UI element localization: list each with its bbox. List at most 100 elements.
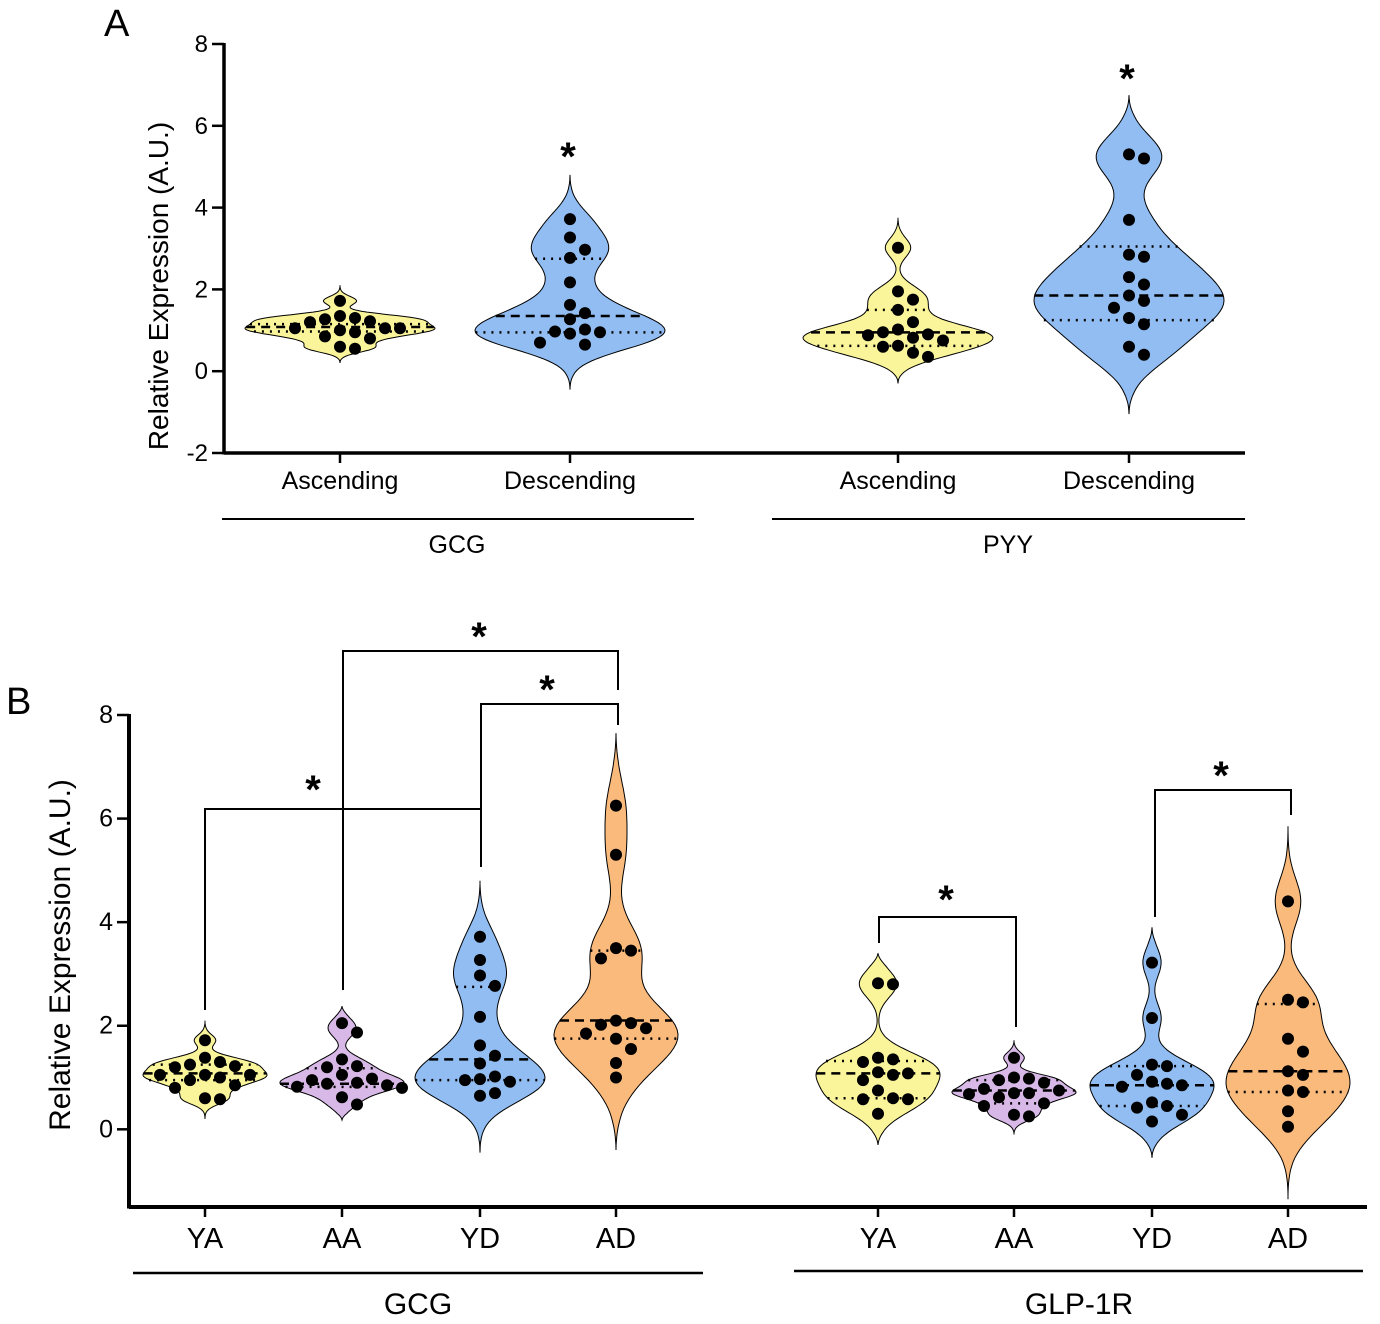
- data-point: [595, 1018, 607, 1031]
- data-point: [1138, 278, 1150, 291]
- comparison-bracket: [342, 650, 619, 990]
- data-point: [579, 338, 591, 351]
- panel-a-group-label-pyy: PYY: [983, 531, 1033, 559]
- data-point: [336, 1068, 348, 1081]
- data-point: [564, 276, 576, 289]
- y-tick-label: 2: [195, 276, 208, 303]
- data-point: [610, 1014, 622, 1027]
- y-tick-label: 0: [195, 358, 208, 385]
- data-point: [564, 251, 576, 264]
- violin-body: [1089, 927, 1215, 1158]
- data-point: [610, 1057, 622, 1069]
- data-point: [1138, 250, 1150, 263]
- panel-b-category-label: YA: [860, 1223, 897, 1255]
- data-point: [857, 1074, 869, 1087]
- data-point: [1131, 1101, 1143, 1114]
- data-point: [169, 1081, 181, 1094]
- significance-star: *: [1213, 754, 1229, 798]
- data-point: [349, 312, 361, 324]
- data-point: [887, 978, 899, 991]
- data-point: [1146, 1075, 1158, 1088]
- data-point: [351, 1076, 363, 1089]
- data-point: [1161, 1100, 1173, 1112]
- panel-a-y-axis-label: Relative Expression (A.U.): [143, 122, 174, 450]
- y-tick-label: 2: [99, 1012, 113, 1040]
- data-point: [907, 346, 919, 359]
- data-point: [229, 1060, 241, 1073]
- data-point: [907, 293, 919, 306]
- data-point: [379, 322, 391, 335]
- y-tick-label: 4: [99, 908, 113, 936]
- data-point: [474, 1010, 486, 1023]
- comparison-bracket: [480, 703, 619, 864]
- data-point: [1282, 1084, 1294, 1097]
- data-point: [892, 241, 904, 254]
- data-point: [1146, 1012, 1158, 1024]
- data-point: [1282, 1105, 1294, 1118]
- data-point: [877, 340, 889, 353]
- data-point: [474, 969, 486, 982]
- data-point: [474, 954, 486, 966]
- significance-star: *: [539, 668, 555, 712]
- data-point: [892, 323, 904, 336]
- data-point: [1138, 294, 1150, 307]
- data-point: [857, 1093, 869, 1106]
- significance-star: *: [1119, 57, 1135, 101]
- y-tick-label: 6: [99, 805, 113, 833]
- data-point: [993, 1074, 1005, 1087]
- data-point: [381, 1079, 393, 1092]
- significance-star: *: [471, 615, 487, 659]
- data-point: [892, 339, 904, 352]
- data-point: [1123, 148, 1135, 161]
- comparison-bracket: [1154, 789, 1292, 917]
- data-point: [625, 1043, 637, 1055]
- data-point: [1053, 1084, 1065, 1097]
- panel-b-group-label-gcg: GCG: [384, 1288, 452, 1321]
- data-point: [1146, 1115, 1158, 1128]
- data-point: [872, 1066, 884, 1079]
- data-point: [199, 1051, 211, 1064]
- data-point: [579, 307, 591, 320]
- data-point: [489, 1070, 501, 1083]
- panel-label-b: B: [6, 681, 31, 723]
- data-point: [321, 1077, 333, 1090]
- panel-b-category-label: AA: [995, 1223, 1034, 1255]
- data-point: [1131, 1068, 1143, 1081]
- data-point: [351, 1060, 363, 1073]
- data-point: [1123, 213, 1135, 226]
- data-point: [199, 1092, 211, 1105]
- data-point: [319, 313, 331, 326]
- data-point: [1282, 1120, 1294, 1133]
- data-point: [610, 942, 622, 955]
- data-point: [1176, 1079, 1188, 1092]
- data-point: [154, 1068, 166, 1081]
- data-point: [214, 1071, 226, 1084]
- data-point: [862, 329, 874, 342]
- data-point: [1123, 340, 1135, 353]
- data-point: [892, 303, 904, 316]
- data-point: [336, 1091, 348, 1104]
- axes-layer: -2 0 2 4 6 8 0 2 4 6 8: [99, 31, 1367, 1217]
- data-point: [1023, 1072, 1035, 1085]
- data-point: [321, 1061, 333, 1074]
- data-point: [244, 1068, 256, 1081]
- violin-body: [1225, 826, 1351, 1200]
- data-point: [993, 1091, 1005, 1104]
- data-point: [184, 1074, 196, 1087]
- data-point: [1008, 1051, 1020, 1064]
- data-point: [474, 930, 486, 943]
- data-point: [1023, 1087, 1035, 1100]
- data-point: [1008, 1071, 1020, 1084]
- data-point: [872, 1084, 884, 1097]
- panel-b-category-label: AA: [323, 1223, 362, 1255]
- panel-b-group-label-glp1r: GLP-1R: [1025, 1288, 1133, 1321]
- data-point: [625, 944, 637, 957]
- data-point: [579, 323, 591, 336]
- data-point: [1161, 1077, 1173, 1090]
- data-point: [1146, 1058, 1158, 1071]
- data-point: [184, 1058, 196, 1071]
- data-point: [872, 1107, 884, 1120]
- data-point: [892, 285, 904, 298]
- panel-a-group-label-gcg: GCG: [429, 531, 486, 559]
- data-point: [1023, 1110, 1035, 1123]
